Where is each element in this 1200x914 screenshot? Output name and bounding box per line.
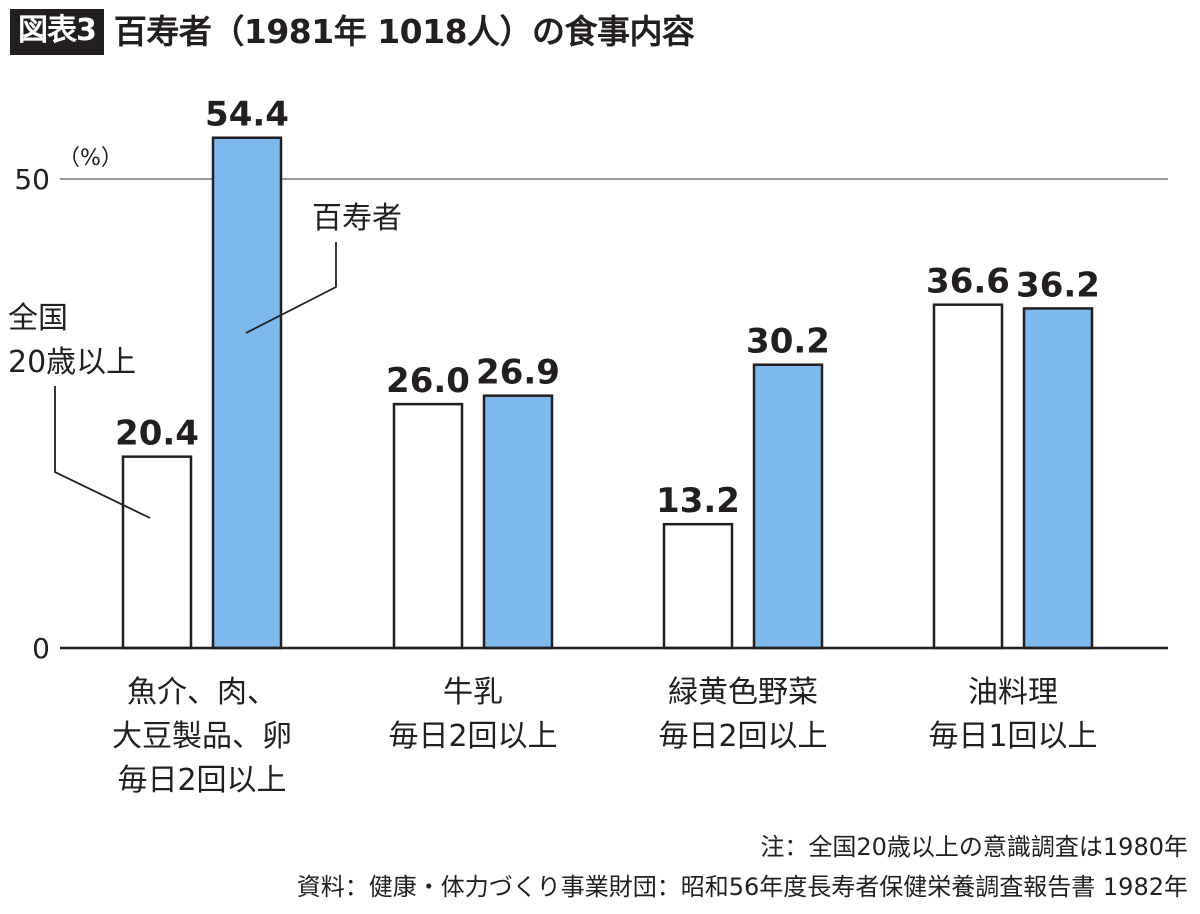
bar-national-0: [121, 455, 193, 650]
y-tick-label-0: 0: [32, 632, 50, 665]
category-label-0-0: 魚介、肉、: [127, 675, 277, 710]
bar-national-3: [932, 303, 1004, 650]
figure-badge: 図表3: [10, 9, 104, 55]
bar-centenarian-3: [1022, 307, 1094, 650]
value-label-national-2: 13.2: [656, 481, 740, 521]
category-label-1-0: 牛乳: [443, 675, 503, 710]
category-label-0-1: 大豆製品、卵: [112, 719, 292, 754]
unit-label: （%）: [58, 146, 123, 171]
value-label-national-0: 20.4: [115, 414, 199, 454]
bar-centenarian-1: [482, 394, 554, 650]
bar-centenarian-2: [752, 363, 824, 650]
category-label-3-0: 油料理: [968, 675, 1058, 710]
annotation-centenarian-0: 百寿者: [312, 201, 402, 236]
chart-title: 百寿者（1981年 1018人）の食事内容: [113, 12, 695, 51]
category-label-2-0: 緑黄色野菜: [668, 675, 818, 710]
category-label-3-1: 毎日1回以上: [928, 719, 1097, 754]
value-label-national-3: 36.6: [926, 262, 1010, 302]
footnote-source: 資料：健康・体力づくり事業財団：昭和56年度長寿者保健栄養調査報告書 1982年: [296, 873, 1188, 901]
footnote-note: 注：全国20歳以上の意識調査は1980年: [760, 833, 1188, 861]
bar-centenarian-0: [211, 136, 283, 650]
bar-national-2: [662, 522, 734, 650]
y-tick-label-50: 50: [14, 163, 50, 196]
annotation-pointer-national: [54, 386, 151, 519]
annotation-national-1: 20歳以上: [8, 345, 136, 380]
chart-header: 図表3 百寿者（1981年 1018人）の食事内容: [10, 8, 695, 56]
category-label-1-1: 毎日2回以上: [388, 719, 557, 754]
value-label-centenarian-0: 54.4: [205, 95, 289, 135]
annotation-pointer-centenarian: [245, 242, 337, 334]
value-label-centenarian-3: 36.2: [1016, 265, 1100, 305]
value-label-centenarian-1: 26.9: [476, 353, 560, 393]
value-label-national-1: 26.0: [386, 361, 470, 401]
category-label-0-2: 毎日2回以上: [117, 763, 286, 798]
annotation-national-0: 全国: [8, 301, 68, 336]
category-label-2-1: 毎日2回以上: [658, 719, 827, 754]
bar-national-1: [392, 402, 464, 650]
value-label-centenarian-2: 30.2: [746, 322, 830, 362]
